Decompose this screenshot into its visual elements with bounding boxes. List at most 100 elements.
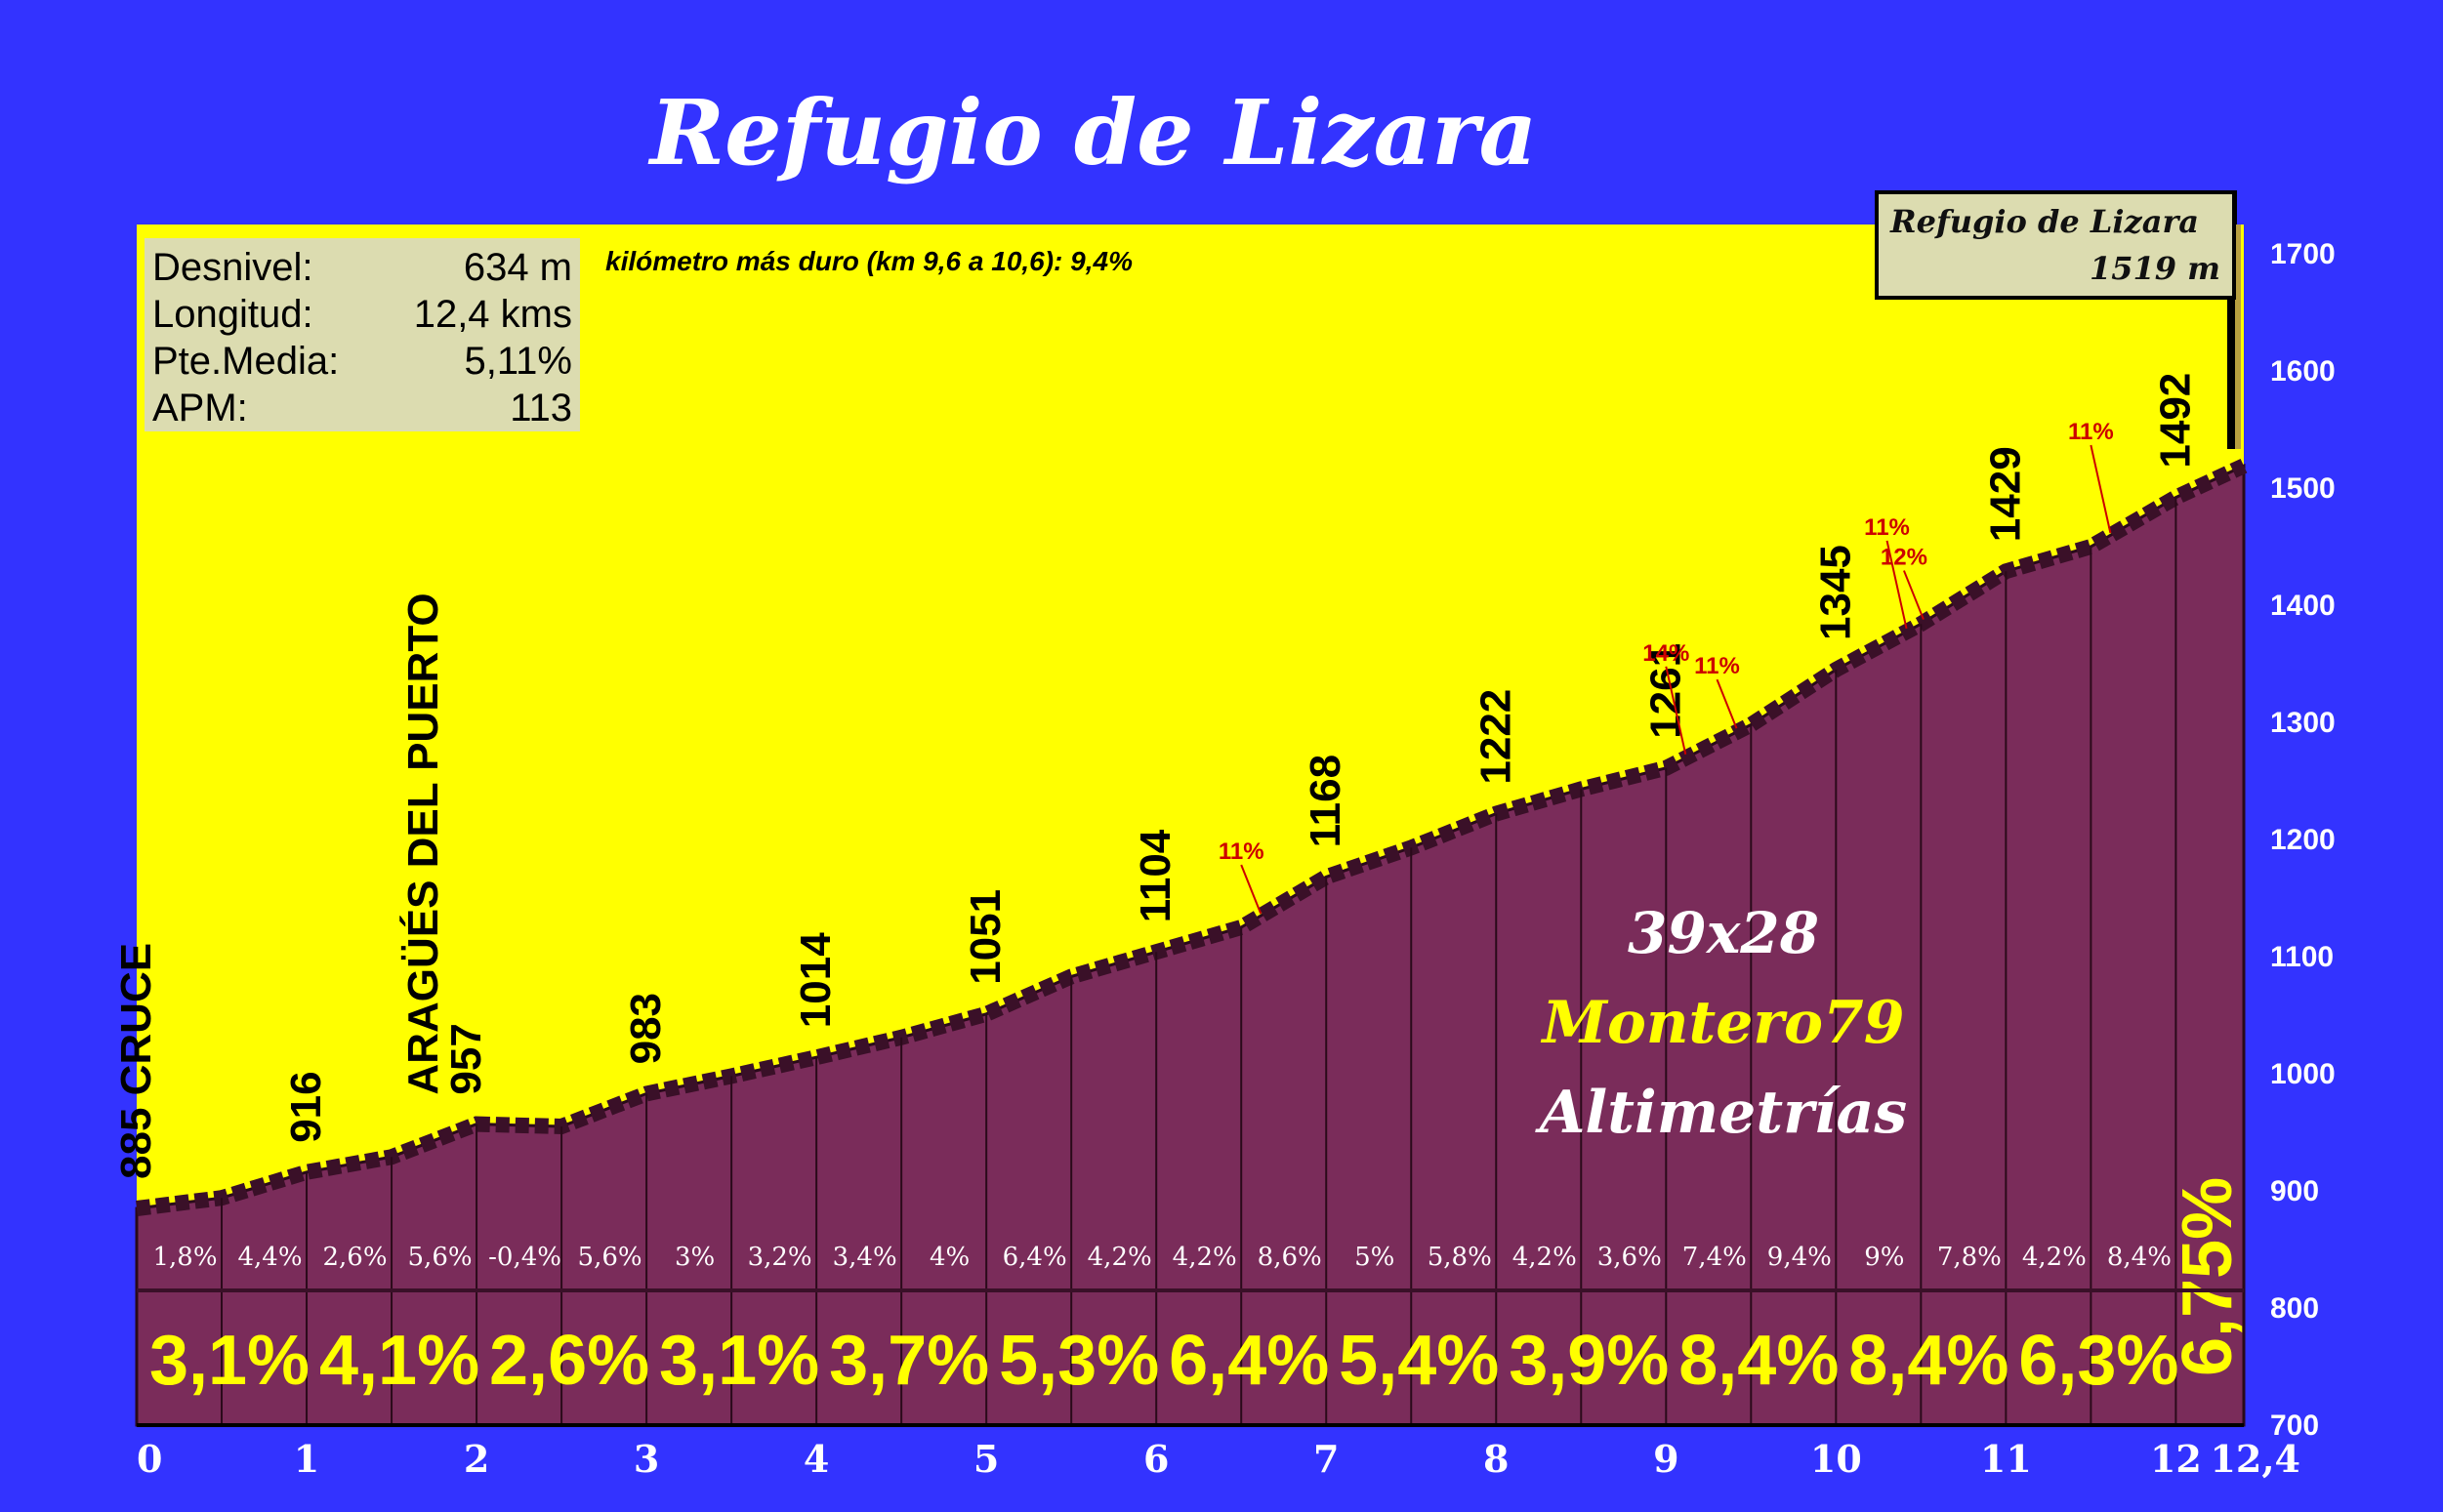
stat-label: Longitud: (152, 293, 313, 336)
y-tick-label: 1000 (2270, 1058, 2336, 1090)
x-tick-label: 6 (1143, 1437, 1169, 1481)
half-km-gradient: 3% (675, 1243, 715, 1272)
stat-value: 113 (510, 387, 572, 429)
credit-block: 39x28 Montero79 Altimetrías (1523, 888, 1924, 1158)
altitude-label: 1104 (1132, 829, 1180, 922)
y-tick-label: 1700 (2270, 238, 2336, 270)
altitude-label: 1051 (962, 889, 1010, 985)
half-km-gradient: 9% (1864, 1243, 1904, 1272)
altitude-label: 1261 (1641, 643, 1689, 739)
km-gradient: 5,4% (1339, 1322, 1499, 1400)
km-gradient: 8,4% (1848, 1322, 2008, 1400)
x-tick-label: 5 (973, 1437, 999, 1481)
half-km-gradient: 4,4% (237, 1243, 302, 1272)
half-km-gradient: 8,4% (2107, 1243, 2172, 1272)
altitude-label: 1222 (1471, 689, 1519, 785)
km-gradient: 3,7% (829, 1322, 989, 1400)
ramp-pointer (1240, 864, 1263, 915)
altitude-label: 916 (282, 1071, 330, 1142)
km-gradient: 2,6% (489, 1322, 649, 1400)
stat-row: APM: 113 (152, 385, 572, 431)
altitude-label: 885 CRUCE (112, 943, 160, 1179)
ramp-pointer (1665, 666, 1687, 756)
ramp-annotation: 14% (1642, 640, 1689, 667)
half-km-gradient: 3,2% (748, 1243, 812, 1272)
summit-name: Refugio de Lizara (1890, 203, 2200, 240)
x-tick-label: 3 (634, 1437, 659, 1481)
y-tick-label: 1500 (2270, 472, 2336, 505)
half-km-gradient: 3,4% (833, 1243, 897, 1272)
km-gradient: 3,1% (659, 1322, 819, 1400)
x-tick-label: 1 (294, 1437, 319, 1481)
half-km-gradient: 4% (930, 1243, 970, 1272)
y-tick-label: 700 (2270, 1410, 2319, 1442)
half-km-gradient: 2,6% (323, 1243, 388, 1272)
ramp-pointer (1716, 678, 1738, 729)
altitude-label: 1014 (792, 932, 840, 1028)
km-gradient: 5,3% (999, 1322, 1159, 1400)
x-tick-label: 0 (137, 1437, 162, 1481)
km-gradient: 4,1% (319, 1322, 479, 1400)
stat-label: APM: (152, 387, 248, 429)
half-km-gradient: 1,8% (152, 1243, 217, 1272)
half-km-gradient: 9,4% (1767, 1243, 1832, 1272)
half-km-gradient: 8,6% (1258, 1243, 1322, 1272)
x-tick-label: 2 (464, 1437, 489, 1481)
km-gradient: 8,4% (1678, 1322, 1839, 1400)
stat-value: 634 m (463, 246, 572, 289)
x-tick-label: 9 (1653, 1437, 1678, 1481)
half-km-gradient: 3,6% (1597, 1243, 1662, 1272)
x-tick-label: 8 (1483, 1437, 1509, 1481)
half-km-gradient: 5,8% (1428, 1243, 1492, 1272)
altitude-label: ARAGÜÉS DEL PUERTO (398, 593, 447, 1094)
stat-row: Desnivel: 634 m (152, 244, 572, 291)
ramp-pointer (2090, 444, 2112, 534)
half-km-gradient: -0,4% (488, 1243, 561, 1272)
y-tick-label: 1100 (2270, 941, 2334, 973)
y-tick-label: 900 (2270, 1175, 2319, 1207)
km-gradient: 6,4% (1169, 1322, 1329, 1400)
stat-label: Pte.Media: (152, 340, 340, 383)
half-km-gradient: 5,6% (408, 1243, 473, 1272)
km-gradient: 3,1% (149, 1322, 310, 1400)
y-tick-label: 1200 (2270, 824, 2336, 856)
half-km-gradient: 4,2% (1173, 1243, 1237, 1272)
stat-value: 12,4 kms (413, 293, 572, 336)
ramp-annotation: 11% (1864, 514, 1910, 541)
ramp-annotation: 11% (2068, 419, 2114, 445)
profile-road-edge (136, 458, 2248, 1216)
stats-box: Desnivel: 634 m Longitud: 12,4 kms Pte.Med… (145, 238, 580, 431)
stat-row: Longitud: 12,4 kms (152, 291, 572, 338)
half-km-gradient: 5,6% (578, 1243, 642, 1272)
x-tick-label: 11 (1980, 1437, 2032, 1481)
x-tick-label: 12 (2150, 1437, 2202, 1481)
y-tick-label: 1600 (2270, 355, 2336, 388)
half-km-gradient: 7,8% (1937, 1243, 2002, 1272)
altitude-label: 1345 (1811, 545, 1859, 640)
altitude-label: 1492 (2151, 373, 2199, 469)
y-tick-label: 1400 (2270, 590, 2336, 622)
y-tick-label: 1300 (2270, 707, 2336, 739)
x-tick-label: 10 (1810, 1437, 1862, 1481)
ramp-pointer (1903, 570, 1925, 620)
stat-value: 5,11% (464, 340, 572, 383)
km-gradient: 3,9% (1509, 1322, 1669, 1400)
credit-author: Montero79 (1542, 989, 1905, 1057)
half-km-gradient: 4,2% (2022, 1243, 2087, 1272)
credit-gearing: 39x28 (1627, 900, 1819, 966)
half-km-gradient: 4,2% (1088, 1243, 1152, 1272)
km-gradient: 6,3% (2018, 1322, 2178, 1400)
ramp-annotation: 11% (1694, 653, 1740, 679)
km-gradient: 6,75% (2169, 1177, 2247, 1376)
half-km-gradient: 7,4% (1682, 1243, 1747, 1272)
half-km-gradient: 6,4% (1003, 1243, 1067, 1272)
altitude-label: 1429 (1981, 446, 2029, 542)
altitude-label: 983 (622, 993, 670, 1064)
stat-row: Pte.Media: 5,11% (152, 338, 572, 385)
ramp-annotation: 12% (1881, 545, 1927, 571)
credit-subtitle: Altimetrías (1539, 1079, 1908, 1147)
altitude-label: 957 (442, 1023, 490, 1094)
x-tick-label: 12,4 (2210, 1437, 2300, 1481)
page-title: Refugio de Lizara (649, 80, 1538, 185)
